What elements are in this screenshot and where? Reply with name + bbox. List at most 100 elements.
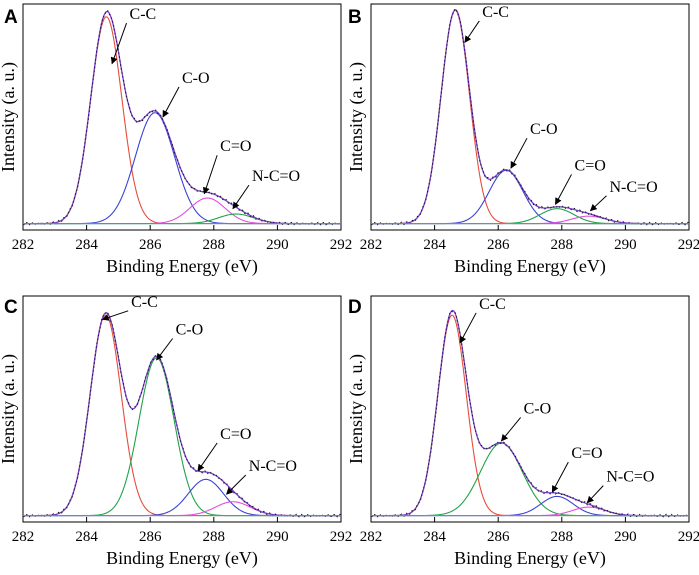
x-tick-label: 292 — [678, 237, 699, 253]
annotation-arrow — [197, 442, 218, 472]
annotation-label: C=O — [220, 138, 251, 155]
annotation-n-ceqo: N-C=O — [226, 458, 297, 495]
x-tick-label: 288 — [203, 529, 226, 545]
x-tick-label: 284 — [75, 529, 98, 545]
x-tick-label: 288 — [551, 237, 574, 253]
peak-c-o — [23, 357, 341, 517]
x-tick-label: 292 — [330, 529, 353, 545]
annotation-label: N-C=O — [610, 179, 658, 196]
annotation-c-c: C-C — [110, 6, 157, 65]
experimental-data — [23, 9, 341, 226]
annotation-label: N-C=O — [606, 469, 654, 486]
annotation-arrow — [162, 86, 180, 118]
annotation-label: C-O — [524, 400, 552, 417]
annotation-n-ceqo: N-C=O — [232, 168, 300, 210]
annotation-label: N-C=O — [252, 168, 300, 185]
x-tick-label: 284 — [423, 529, 446, 545]
annotation-label: C-O — [530, 121, 558, 138]
x-tick-label: 284 — [75, 237, 98, 253]
x-axis-title: Binding Energy (eV) — [454, 256, 606, 277]
y-axis-title: Intensity (a. u.) — [0, 62, 19, 172]
plot-frame — [22, 295, 342, 523]
annotation-ceqo: C=O — [551, 445, 603, 493]
annotation-c-o: C-O — [500, 400, 552, 442]
annotation-ceqo: C=O — [554, 157, 606, 206]
annotation-ceqo: C=O — [197, 426, 251, 472]
experimental-data — [23, 311, 341, 518]
x-tick-label: 286 — [487, 529, 510, 545]
panel-letter: A — [4, 7, 18, 28]
peak-c-c — [23, 314, 341, 517]
fitted-envelope — [23, 10, 341, 225]
annotation-label: C=O — [220, 426, 251, 443]
annotation-arrow — [586, 485, 604, 504]
annotation-arrow — [510, 137, 528, 169]
annotation-n-ceqo: N-C=O — [589, 179, 658, 212]
x-tick-label: 292 — [330, 237, 353, 253]
peak-c-c — [23, 16, 341, 225]
panel-letter: B — [348, 7, 362, 28]
annotation-arrow — [156, 338, 174, 361]
annotation-arrow — [589, 195, 607, 212]
x-tick-label: 292 — [678, 529, 699, 545]
peak-n-ceqo — [23, 213, 341, 225]
fitted-envelope — [23, 312, 341, 517]
panel-a: A 282 284 286 288 290 292 Binding Energy (eV) In… — [0, 3, 353, 277]
annotation-label: C=O — [571, 445, 602, 462]
annotation-arrow — [459, 312, 477, 344]
annotation-label: C-O — [176, 322, 204, 339]
panel-letter: C — [4, 297, 18, 318]
x-tick-label: 288 — [203, 237, 226, 253]
annotation-c-c: C-C — [459, 296, 506, 344]
panel-letter: D — [348, 297, 362, 318]
x-tick-label: 286 — [487, 237, 510, 253]
x-tick-label: 282 — [360, 237, 383, 253]
annotation-c-c: C-C — [101, 294, 158, 321]
x-tick-label: 288 — [551, 529, 574, 545]
annotation-label: C-C — [131, 294, 158, 311]
peak-n-ceqo — [23, 501, 341, 517]
y-axis-title: Intensity (a. u.) — [346, 354, 367, 464]
plot-frame — [22, 3, 342, 231]
annotation-arrow — [232, 184, 250, 210]
curves — [371, 309, 689, 518]
x-axis-title: Binding Energy (eV) — [106, 256, 258, 277]
x-tick-label: 284 — [423, 237, 446, 253]
annotation-ceqo: C=O — [202, 138, 251, 195]
x-tick-label: 286 — [139, 237, 162, 253]
panel-d: D 282 284 286 288 290 292 Binding Energy (eV) In… — [346, 295, 699, 569]
panel-c: C 282 284 286 288 290 292 Binding Energy (eV) In… — [0, 294, 352, 569]
annotation-label: C=O — [575, 157, 606, 174]
annotation-c-o: C-O — [510, 121, 558, 169]
annotation-c-c: C-C — [464, 4, 509, 43]
x-tick-label: 282 — [12, 529, 35, 545]
annotation-arrow — [101, 310, 129, 321]
x-tick-label: 282 — [12, 237, 35, 253]
annotation-label: N-C=O — [249, 458, 297, 475]
peak-ceqo — [23, 478, 341, 517]
experimental-data — [371, 310, 689, 518]
annotation-label: C-O — [182, 70, 210, 87]
curves — [371, 8, 689, 226]
annotation-label: C-C — [482, 4, 509, 21]
annotation-c-o: C-O — [156, 322, 204, 361]
annotation-arrow — [500, 417, 522, 442]
x-tick-label: 290 — [614, 529, 637, 545]
y-axis-title: Intensity (a. u.) — [346, 62, 367, 172]
curves — [23, 9, 341, 226]
annotation-n-ceqo: N-C=O — [586, 469, 654, 504]
y-axis-title: Intensity (a. u.) — [0, 354, 19, 464]
x-tick-label: 286 — [139, 529, 162, 545]
annotation-arrow — [554, 174, 572, 206]
x-axis-title: Binding Energy (eV) — [106, 548, 258, 569]
annotation-label: C-C — [130, 6, 157, 23]
curves — [23, 311, 341, 518]
annotation-arrow — [110, 22, 128, 65]
plot-frame — [370, 295, 690, 523]
annotation-label: C-C — [479, 296, 506, 313]
annotation-c-o: C-O — [162, 70, 210, 118]
annotation-arrow — [202, 155, 218, 195]
peak-ceqo — [371, 495, 689, 517]
annotation-arrow — [226, 474, 247, 495]
